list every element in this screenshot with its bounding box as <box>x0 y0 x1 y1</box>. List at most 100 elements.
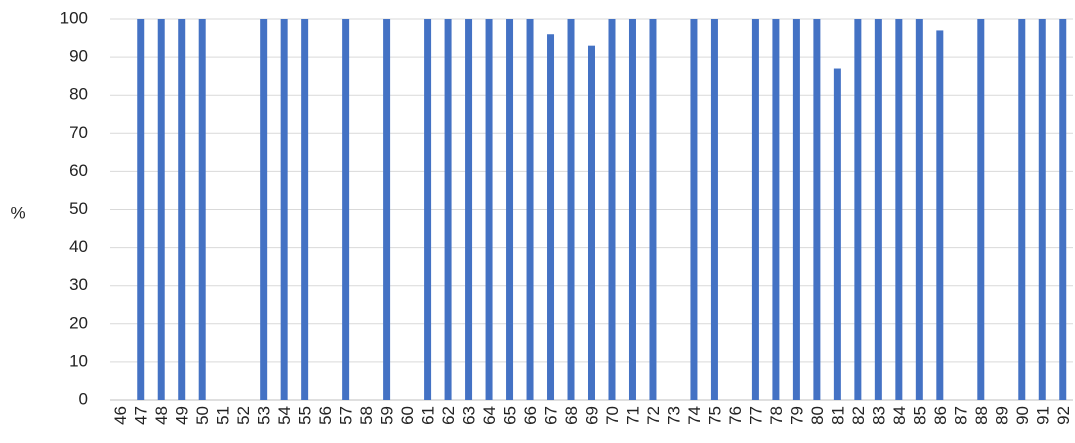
bar-79 <box>792 19 800 400</box>
x-tick-label: 65 <box>501 406 520 425</box>
x-tick-label: 71 <box>623 406 642 425</box>
x-tick-label: 74 <box>685 406 704 425</box>
x-tick-label: 73 <box>664 406 683 425</box>
x-tick-label: 78 <box>767 406 786 425</box>
bars <box>137 19 1067 401</box>
x-tick-label: 90 <box>1013 406 1032 425</box>
x-tick-label: 59 <box>378 406 397 425</box>
bar-57 <box>342 19 350 400</box>
bar-55 <box>301 19 309 400</box>
bar-66 <box>526 19 534 400</box>
x-tick-label: 84 <box>890 406 909 425</box>
x-tick-label: 72 <box>644 406 663 425</box>
bar-77 <box>751 19 759 400</box>
y-tick-label: 60 <box>69 161 88 180</box>
x-tick-label: 79 <box>787 406 806 425</box>
x-tick-label: 89 <box>992 406 1011 425</box>
bar-86 <box>936 30 944 401</box>
bar-65 <box>506 19 514 400</box>
x-tick-label: 87 <box>951 406 970 425</box>
y-axis-title: % <box>10 203 25 222</box>
x-tick-label: 48 <box>152 406 171 425</box>
x-tick-label: 67 <box>542 406 561 425</box>
x-tick-label: 82 <box>849 406 868 425</box>
x-tick-label: 55 <box>296 406 315 425</box>
bar-68 <box>567 19 575 400</box>
x-tick-label: 91 <box>1033 406 1052 425</box>
x-tick-label: 75 <box>705 406 724 425</box>
x-tick-label: 92 <box>1054 406 1073 425</box>
x-tick-label: 63 <box>460 406 479 425</box>
bar-61 <box>424 19 432 400</box>
x-tick-label: 85 <box>910 406 929 425</box>
x-tick-label: 58 <box>357 406 376 425</box>
bar-84 <box>895 19 903 400</box>
y-tick-label: 100 <box>60 8 88 27</box>
x-tick-label: 86 <box>931 406 950 425</box>
x-tick-label: 64 <box>480 406 499 425</box>
bar-90 <box>1018 19 1026 400</box>
bar-69 <box>588 45 595 401</box>
x-tick-label: 69 <box>583 406 602 425</box>
x-tick-label: 80 <box>808 406 827 425</box>
x-tick-label: 62 <box>439 406 458 425</box>
x-tick-labels: 46 47 48 49 50 51 52 53 54 55 56 57 58 59 60 61 62 63 64 65… <box>111 406 1073 425</box>
x-tick-label: 56 <box>316 406 335 425</box>
bar-78 <box>772 19 780 400</box>
bar-88 <box>977 19 985 400</box>
bar-83 <box>874 19 882 400</box>
x-tick-label: 61 <box>419 406 438 425</box>
x-tick-label: 77 <box>746 406 765 425</box>
bar-85 <box>915 19 923 400</box>
bar-80 <box>813 19 821 400</box>
x-tick-label: 81 <box>828 406 847 425</box>
y-tick-label: 30 <box>69 275 88 294</box>
bar-75 <box>710 19 718 400</box>
bar-82 <box>854 19 862 400</box>
y-tick-label: 50 <box>69 199 88 218</box>
bar-67 <box>547 34 555 401</box>
x-tick-label: 57 <box>337 406 356 425</box>
y-tick-label: 20 <box>69 313 88 332</box>
x-tick-label: 60 <box>398 406 417 425</box>
bar-62 <box>444 19 452 400</box>
bar-59 <box>383 19 391 400</box>
bar-49 <box>178 19 186 400</box>
bar-53 <box>260 19 268 400</box>
bar-71 <box>628 19 636 400</box>
x-tick-label: 53 <box>255 406 274 425</box>
y-tick-label: 40 <box>69 237 88 256</box>
bar-47 <box>137 19 145 400</box>
bar-74 <box>690 19 698 400</box>
y-tick-labels: 0 10 20 30 40 50 60 70 80 90 100 <box>60 8 88 408</box>
x-tick-label: 52 <box>234 406 253 425</box>
x-tick-label: 51 <box>214 406 233 425</box>
x-tick-label: 50 <box>193 406 212 425</box>
bar-70 <box>608 19 616 400</box>
bar-63 <box>465 19 473 400</box>
bar-81 <box>833 68 841 400</box>
bar-72 <box>649 19 657 400</box>
x-tick-label: 76 <box>726 406 745 425</box>
y-tick-label: 80 <box>69 85 88 104</box>
x-tick-label: 47 <box>132 406 151 425</box>
bar-64 <box>485 19 493 400</box>
x-tick-label: 83 <box>869 406 888 425</box>
y-tick-label: 90 <box>69 47 88 66</box>
bar-48 <box>157 19 165 400</box>
x-tick-label: 70 <box>603 406 622 425</box>
bar-50 <box>198 19 206 400</box>
y-tick-label: 0 <box>79 389 88 408</box>
x-tick-label: 49 <box>173 406 192 425</box>
x-tick-label: 88 <box>972 406 991 425</box>
x-tick-label: 66 <box>521 406 540 425</box>
bar-92 <box>1059 19 1067 400</box>
bar-91 <box>1038 19 1046 400</box>
x-tick-label: 68 <box>562 406 581 425</box>
y-tick-label: 10 <box>69 351 88 370</box>
y-tick-label: 70 <box>69 123 88 142</box>
bar-54 <box>280 19 288 400</box>
x-tick-label: 46 <box>111 406 130 425</box>
x-tick-label: 54 <box>275 406 294 425</box>
